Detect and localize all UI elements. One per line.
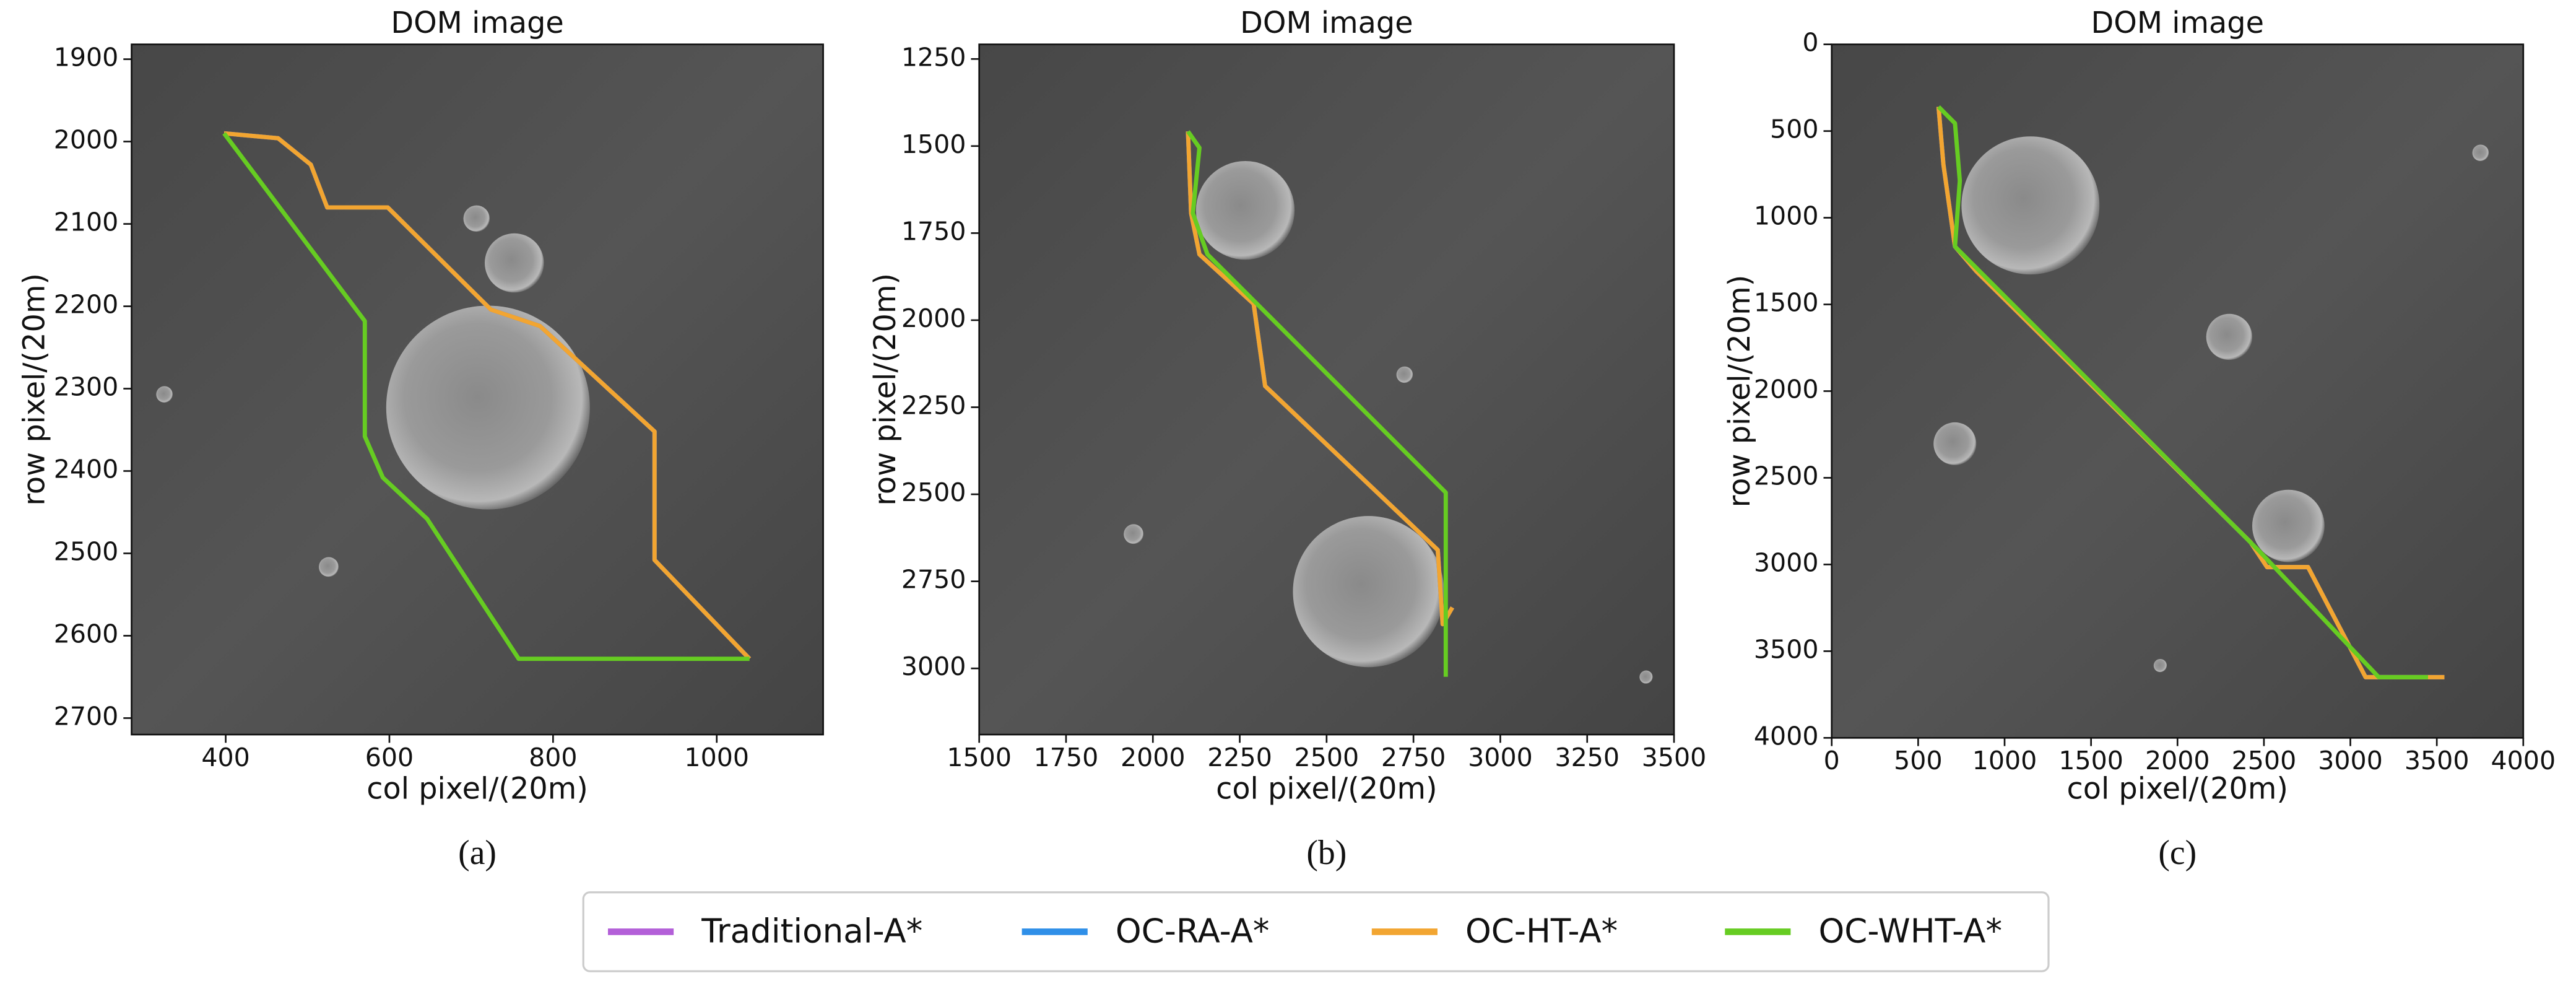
x-axis-label: col pixel/(20m) bbox=[1216, 772, 1438, 806]
y-axis-label: row pixel/(20m) bbox=[869, 273, 903, 506]
subfigure-caption: (a) bbox=[458, 834, 497, 872]
subfigure-caption: (c) bbox=[2158, 834, 2197, 872]
x-tick-label: 500 bbox=[1894, 746, 1942, 775]
y-tick-label: 2500 bbox=[1754, 461, 1819, 491]
path-line bbox=[222, 132, 750, 661]
image-b bbox=[979, 44, 1675, 735]
y-tick-label: 2400 bbox=[54, 454, 119, 484]
x-tick-label: 3000 bbox=[2318, 746, 2383, 775]
y-tick-label: 3000 bbox=[1754, 548, 1819, 577]
x-tick-label: 1500 bbox=[947, 743, 1012, 772]
y-tick-label: 500 bbox=[1770, 115, 1818, 144]
x-tick-label: 3000 bbox=[1468, 743, 1533, 772]
x-tick-label: 1500 bbox=[2058, 746, 2123, 775]
x-tick-label: 1000 bbox=[684, 743, 749, 772]
y-tick-label: 2000 bbox=[54, 125, 119, 155]
legend-label: OC-HT-A* bbox=[1465, 912, 1618, 951]
x-tick-label: 3500 bbox=[1642, 743, 1707, 772]
y-tick-label: 2200 bbox=[54, 290, 119, 320]
y-tick-label: 3000 bbox=[901, 652, 966, 681]
x-tick-label: 2750 bbox=[1381, 743, 1446, 772]
y-tick-label: 2100 bbox=[54, 207, 119, 237]
y-tick-label: 2300 bbox=[54, 372, 119, 402]
y-tick-label: 2250 bbox=[901, 391, 966, 421]
y-tick-label: 1750 bbox=[901, 216, 966, 246]
x-tick-label: 2500 bbox=[1295, 743, 1360, 772]
y-tick-label: 1500 bbox=[1754, 288, 1819, 318]
x-axis-label: col pixel/(20m) bbox=[366, 772, 588, 806]
chart-title: DOM image bbox=[1240, 6, 1413, 40]
y-tick-label: 2000 bbox=[901, 303, 966, 333]
path-line bbox=[1186, 130, 1448, 677]
y-tick-label: 2700 bbox=[54, 701, 119, 731]
x-tick-label: 2250 bbox=[1207, 743, 1272, 772]
x-tick-label: 3250 bbox=[1555, 743, 1620, 772]
path-line bbox=[1186, 131, 1454, 627]
y-tick-label: 2500 bbox=[901, 478, 966, 507]
y-axis-label: row pixel/(20m) bbox=[1723, 275, 1757, 508]
chart-title: DOM image bbox=[391, 6, 563, 40]
legend: Traditional-A* OC-RA-A* OC-HT-A* OC-WHT-A* bbox=[582, 891, 2050, 972]
y-tick-label: 2600 bbox=[54, 619, 119, 648]
x-tick-label: 3500 bbox=[2405, 746, 2470, 775]
y-tick-label: 0 bbox=[1802, 28, 1818, 58]
x-tick-label: 0 bbox=[1824, 746, 1840, 775]
y-tick-label: 1900 bbox=[54, 43, 119, 72]
x-tick-label: 1000 bbox=[1972, 746, 2037, 775]
image-a bbox=[131, 44, 823, 735]
y-tick-label: 2000 bbox=[1754, 374, 1819, 404]
y-tick-label: 2750 bbox=[901, 565, 966, 595]
legend-label: OC-WHT-A* bbox=[1819, 912, 2002, 951]
y-axis-label: row pixel/(20m) bbox=[18, 273, 52, 506]
y-tick-label: 4000 bbox=[1754, 721, 1819, 751]
x-tick-label: 2000 bbox=[1121, 743, 1186, 772]
x-tick-label: 2000 bbox=[2145, 746, 2210, 775]
legend-label: OC-RA-A* bbox=[1116, 912, 1270, 951]
image-c bbox=[1831, 44, 2523, 738]
x-axis-label: col pixel/(20m) bbox=[2067, 772, 2289, 806]
y-tick-label: 1000 bbox=[1754, 201, 1819, 231]
y-tick-label: 3500 bbox=[1754, 634, 1819, 664]
x-tick-label: 1750 bbox=[1034, 743, 1099, 772]
axes-frame bbox=[131, 43, 824, 736]
y-tick-label: 1500 bbox=[901, 129, 966, 159]
path-line bbox=[1936, 105, 2428, 679]
x-tick-label: 4000 bbox=[2491, 746, 2556, 775]
chart-title: DOM image bbox=[2091, 6, 2264, 40]
path-line bbox=[223, 131, 752, 661]
legend-label: Traditional-A* bbox=[701, 912, 922, 951]
x-tick-label: 400 bbox=[201, 743, 249, 772]
x-tick-label: 800 bbox=[529, 743, 577, 772]
subfigure-caption: (b) bbox=[1306, 834, 1347, 872]
y-tick-label: 1250 bbox=[901, 42, 966, 72]
x-tick-label: 600 bbox=[365, 743, 414, 772]
y-tick-label: 2500 bbox=[54, 536, 119, 566]
x-tick-label: 2500 bbox=[2232, 746, 2297, 775]
